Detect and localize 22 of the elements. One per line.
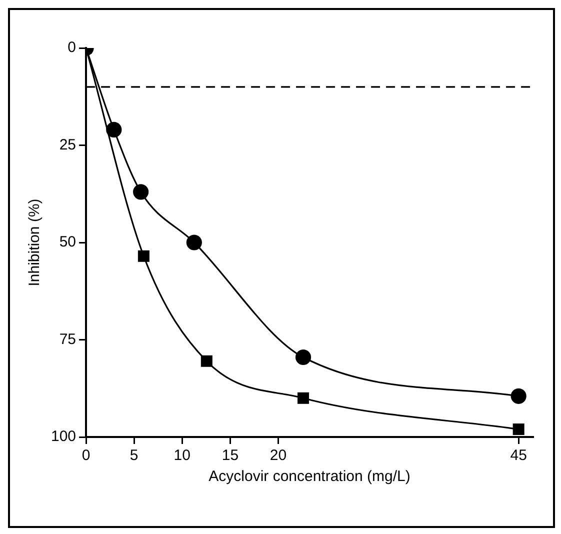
point	[200, 355, 212, 367]
point	[512, 423, 524, 435]
point	[138, 250, 150, 262]
y-tick-label: 75	[59, 330, 76, 348]
point	[298, 392, 310, 404]
point	[186, 234, 202, 250]
point	[510, 388, 526, 404]
x-tick-label: 20	[270, 447, 287, 464]
x-tick-label: 5	[130, 447, 138, 464]
x-axis-title: Acyclovir concentration (mg/L)	[208, 468, 410, 486]
x-tick-label: 45	[510, 447, 527, 464]
y-tick-label: 0	[68, 39, 76, 56]
point	[295, 349, 312, 366]
x-tick-label: 10	[174, 447, 190, 464]
y-axis-title: Inhibition (%)	[26, 198, 44, 286]
point	[106, 122, 122, 138]
y-tick-label: 100	[50, 428, 76, 446]
x-tick-label: 15	[222, 447, 239, 464]
y-tick-label: 25	[59, 136, 76, 154]
y-tick-label: 50	[59, 234, 76, 251]
x-tick-label: 0	[82, 447, 90, 464]
point	[133, 184, 149, 200]
